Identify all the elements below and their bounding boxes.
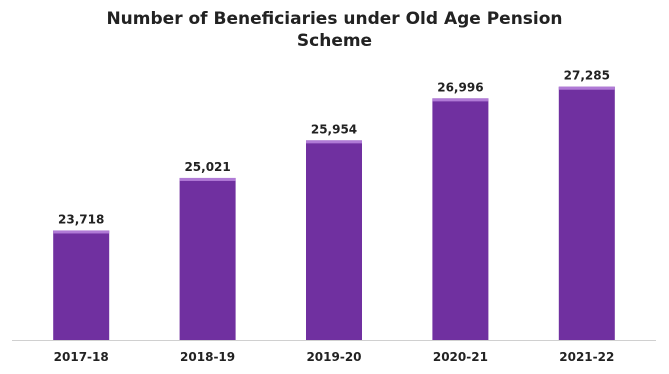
bar-top-highlight (558, 86, 615, 90)
bar-2017-18 (53, 230, 110, 340)
x-tick-label: 2019-20 (306, 350, 361, 364)
chart-title-line-1: Number of Beneficiaries under Old Age Pe… (106, 9, 563, 29)
data-label: 27,285 (564, 69, 610, 83)
bars-group (53, 86, 615, 340)
x-tick-label: 2018-19 (180, 350, 235, 364)
bar-top-highlight (306, 140, 362, 144)
bar-2021-22 (558, 86, 615, 340)
bar-2018-19 (179, 177, 236, 340)
chart-title: Number of Beneficiaries under Old Age Pe… (0, 8, 669, 52)
x-tick-label: 2020-21 (433, 350, 488, 364)
x-tick-label: 2017-18 (54, 350, 109, 364)
bar-2020-21 (432, 98, 489, 340)
data-label: 26,996 (437, 80, 483, 94)
bar-2019-20 (306, 140, 362, 340)
bar-top-highlight (53, 230, 110, 234)
chart-title-line-2: Scheme (296, 31, 373, 51)
data-label: 25,021 (184, 160, 230, 174)
bar-top-highlight (432, 98, 489, 102)
data-label: 23,718 (58, 212, 104, 226)
labels-group: 23,718 2017-18 25,021 2018-19 25,954 2019-20 2… (54, 69, 615, 364)
x-tick-label: 2021-22 (559, 350, 614, 364)
bar-top-highlight (179, 177, 236, 181)
data-label: 25,954 (311, 122, 357, 136)
